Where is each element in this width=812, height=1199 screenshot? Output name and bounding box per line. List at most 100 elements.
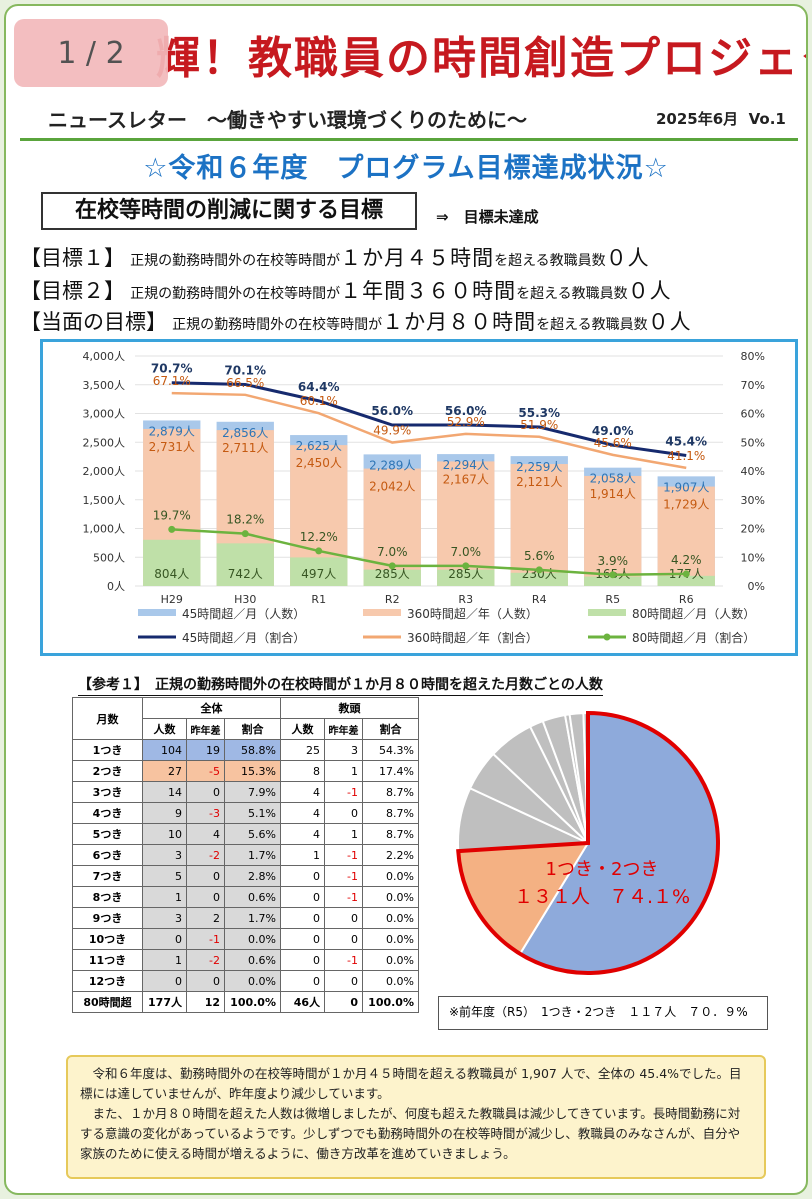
goal-text-2: を超える教職員数 [494, 253, 606, 269]
series-point [315, 547, 323, 555]
line-label: 7.0% [377, 545, 408, 559]
y-left-tick-label: 3,500人 [83, 379, 126, 392]
goal-tag: 【目標２】 [20, 279, 125, 303]
table-row: 12つき 0 0 0.0% 0 0 0.0% [72, 970, 419, 992]
cell-a-n: 3 [142, 844, 187, 866]
cell-v-n: 0 [280, 886, 325, 908]
y-right-tick-label: 20% [741, 523, 765, 536]
line-label: 67.1% [153, 374, 191, 388]
goal-text: 正規の勤務時間外の在校等時間が [130, 253, 341, 269]
goal-target: ０人 [647, 310, 692, 334]
table-row: 11つき 1 -2 0.6% 0 -1 0.0% [72, 949, 419, 971]
row-label: 7つき [72, 865, 143, 887]
y-right-tick-label: 50% [741, 436, 765, 449]
cell-v-d: -1 [324, 865, 363, 887]
bar-label-360h: 2,042人 [369, 480, 415, 494]
bar-label-80h: 804人 [154, 567, 189, 581]
row-label: 5つき [72, 823, 143, 845]
line-label: 49.9% [373, 424, 411, 438]
cell-v-n: 0 [280, 928, 325, 950]
row-label: 8つき [72, 886, 143, 908]
cell-v-d: 1 [324, 760, 363, 782]
cell-a-d: 0 [186, 886, 225, 908]
summary-box: 令和６年度は、勤務時間外の在校等時間が１か月４５時間を超える教職員が 1,907… [66, 1055, 766, 1179]
x-tick-label: R3 [458, 593, 473, 606]
line-label: 66.5% [226, 376, 264, 390]
cell-v-p: 0.0% [362, 907, 419, 929]
pie-highlight-outline [456, 710, 720, 975]
y-left-tick-label: 2,000人 [83, 465, 126, 478]
group-all-header: 全体 [142, 697, 281, 719]
cell-v-p: 8.7% [362, 802, 419, 824]
table-row: 6つき 3 -2 1.7% 1 -1 2.2% [72, 844, 419, 866]
table-row: 7つき 5 0 2.8% 0 -1 0.0% [72, 865, 419, 887]
row-label: 3つき [72, 781, 143, 803]
cell-v-p: 100.0% [362, 991, 419, 1013]
y-right-tick-label: 10% [741, 551, 765, 564]
cell-a-n: 9 [142, 802, 187, 824]
series-point [609, 571, 617, 579]
cell-a-p: 15.3% [224, 760, 281, 782]
cell-v-n: 0 [280, 907, 325, 929]
goal-threshold: １年間３６０時間 [340, 279, 517, 303]
bar-80h-month [216, 543, 274, 586]
cell-v-d: -1 [324, 781, 363, 803]
goal-threshold: １か月４５時間 [340, 246, 495, 270]
cell-a-n: 3 [142, 907, 187, 929]
goal-row-2: 【目標２】 正規の勤務時間外の在校等時間が１年間３６０時間を超える教職員数０人 [20, 275, 672, 305]
group-vice-header: 教頭 [280, 697, 419, 719]
line-label: 56.0% [445, 404, 487, 418]
bar-label-45h: 2,625人 [296, 439, 342, 453]
cell-a-p: 0.0% [224, 928, 281, 950]
goal-tag: 【当面の目標】 [20, 310, 167, 334]
row-label: 6つき [72, 844, 143, 866]
cell-a-d: 19 [186, 739, 225, 761]
legend-swatch [363, 609, 401, 616]
cell-a-d: 0 [186, 970, 225, 992]
cell-a-d: 12 [186, 991, 225, 1013]
row-label: 12つき [72, 970, 143, 992]
cell-v-n: 4 [280, 823, 325, 845]
reference-title: 【参考１】 正規の勤務時間外の在校時間が１か月８０時間を超えた月数ごとの人数 [78, 674, 603, 696]
cell-v-p: 0.0% [362, 865, 419, 887]
legend-swatch [588, 609, 626, 616]
line-label: 55.3% [518, 406, 560, 420]
line-label: 3.9% [598, 554, 629, 568]
newsletter-subtitle: ニュースレター ～働きやすい環境づくりのために～ [48, 108, 527, 132]
cell-v-p: 0.0% [362, 949, 419, 971]
header-divider [20, 138, 798, 141]
cell-v-n: 25 [280, 739, 325, 761]
bar-label-360h: 2,450人 [296, 456, 342, 470]
line-label: 7.0% [451, 545, 482, 559]
legend-swatch [138, 609, 176, 616]
table-row: 9つき 3 2 1.7% 0 0 0.0% [72, 907, 419, 929]
table-row: 1つき 104 19 58.8% 25 3 54.3% [72, 739, 419, 761]
issue-date: 2025年6月 Vo.1 [656, 108, 786, 129]
line-label: 51.9% [520, 418, 558, 432]
bar-label-360h: 1,914人 [590, 487, 636, 501]
summary-paragraph: 令和６年度は、勤務時間外の在校等時間が１か月４５時間を超える教職員が 1,907… [80, 1066, 742, 1101]
table-row: 8つき 1 0 0.6% 0 -1 0.0% [72, 886, 419, 908]
cell-v-d: 0 [324, 907, 363, 929]
cell-a-d: 0 [186, 865, 225, 887]
cell-a-n: 0 [142, 928, 187, 950]
pie-highlight-label: 1つき・2つき [546, 859, 659, 880]
bar-label-45h: 2,294人 [443, 458, 489, 472]
goal-target: ０人 [605, 246, 650, 270]
bar-label-360h: 2,121人 [516, 475, 562, 489]
cell-v-p: 17.4% [362, 760, 419, 782]
goal-text-2: を超える教職員数 [516, 286, 628, 302]
cell-v-n: 0 [280, 970, 325, 992]
row-label: 9つき [72, 907, 143, 929]
bar-80h-month [143, 539, 201, 586]
y-left-tick-label: 1,500人 [83, 494, 126, 507]
bar-label-80h: 742人 [228, 567, 263, 581]
cell-a-d: -2 [186, 949, 225, 971]
bar-80h-month [290, 557, 348, 586]
cell-a-n: 14 [142, 781, 187, 803]
cell-v-d: -1 [324, 844, 363, 866]
line-label: 49.0% [592, 424, 634, 438]
goal-target: ０人 [627, 279, 672, 303]
y-left-tick-label: 4,000人 [83, 350, 126, 363]
bar-label-45h: 2,289人 [369, 458, 415, 472]
